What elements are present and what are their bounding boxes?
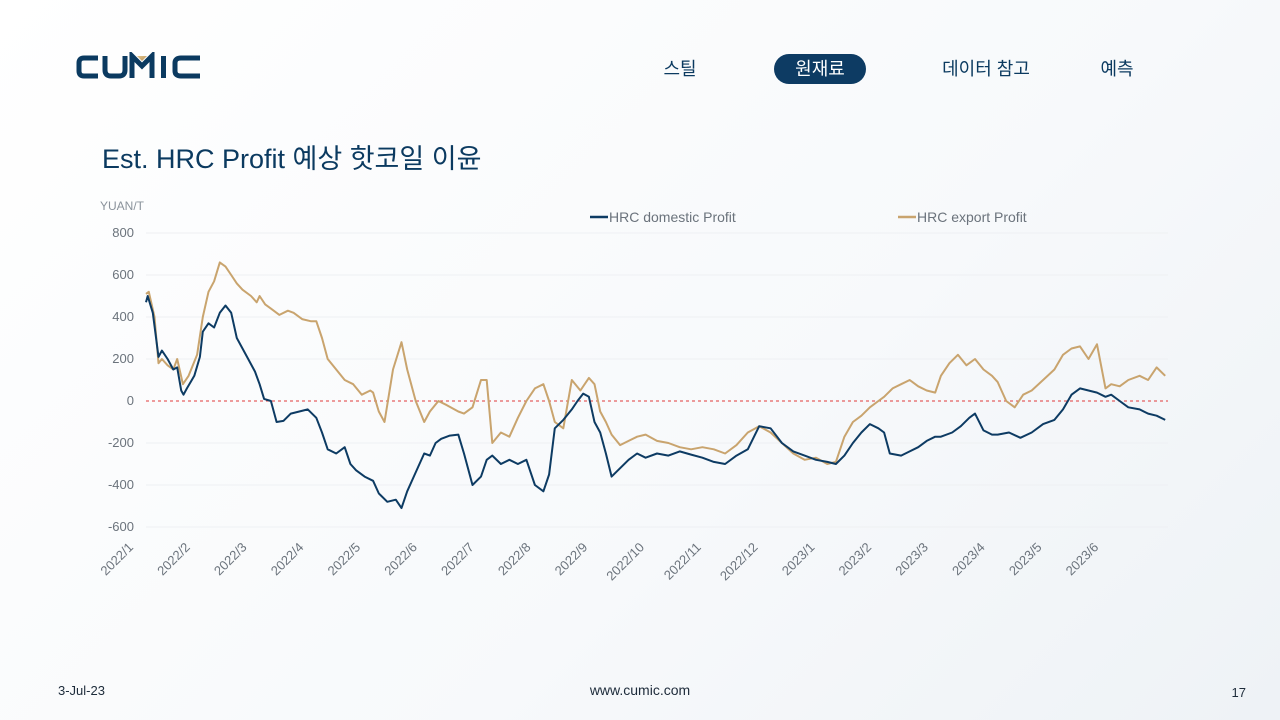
x-tick-label: 2022/11 [661,540,704,583]
y-axis-label: YUAN/T [100,199,145,213]
x-tick-label: 2022/7 [438,540,477,579]
nav-item-steel[interactable]: 스틸 [663,59,697,79]
x-tick-label: 2023/1 [779,540,818,579]
nav-item-data-reference[interactable]: 데이터 참고 [942,59,1030,79]
x-tick-label: 2022/4 [268,540,307,579]
x-tick-label: 2022/2 [154,540,193,579]
y-tick-label: -400 [108,477,134,492]
nav-item-raw-materials[interactable]: 원재료 [774,54,866,84]
page-number: 17 [1231,685,1246,700]
top-nav: 스틸 원재료 데이터 참고 예측 [0,54,1280,86]
x-axis-ticks: 2022/1 2022/2 2022/3 2022/4 2022/5 2022/6 2022… [97,540,1101,584]
series-line-hrc-export-profit [145,261,1166,465]
gridlines [146,232,1168,528]
cumic-logo [76,52,200,79]
nav-item-forecast[interactable]: 예측 [1100,59,1134,79]
y-tick-label: 400 [112,309,134,324]
x-tick-label: 2022/12 [717,540,761,584]
y-tick-label: 0 [127,393,134,408]
y-axis-ticks: 800 600 400 200 0 -200 -400 -600 [108,225,134,534]
x-tick-label: 2023/6 [1063,540,1102,579]
legend-label: HRC export Profit [917,209,1027,225]
y-tick-label: 600 [112,267,134,282]
x-tick-label: 2022/8 [495,540,534,579]
page-title: Est. HRC Profit 예상 핫코일 이윤 [102,144,482,174]
legend-label: HRC domestic Profit [609,209,736,225]
y-tick-label: -200 [108,435,134,450]
y-tick-label: -600 [108,519,134,534]
x-tick-label: 2022/10 [603,540,647,584]
series-lines [145,261,1166,510]
x-tick-label: 2022/9 [552,540,591,579]
series-line-hrc-domestic-profit [145,295,1166,510]
x-tick-label: 2022/6 [381,540,420,579]
y-tick-label: 200 [112,351,134,366]
x-tick-label: 2023/2 [836,540,875,579]
y-tick-label: 800 [112,225,134,240]
x-tick-label: 2023/3 [892,540,931,579]
legend: HRC domestic Profit HRC export Profit [590,209,1027,225]
x-tick-label: 2023/5 [1006,540,1045,579]
x-tick-label: 2022/1 [97,540,136,579]
x-tick-label: 2022/5 [325,540,364,579]
x-tick-label: 2023/4 [949,540,988,579]
footer-url[interactable]: www.cumic.com [589,682,691,698]
x-tick-label: 2022/3 [211,540,250,579]
footer-date: 3-Jul-23 [58,683,105,698]
